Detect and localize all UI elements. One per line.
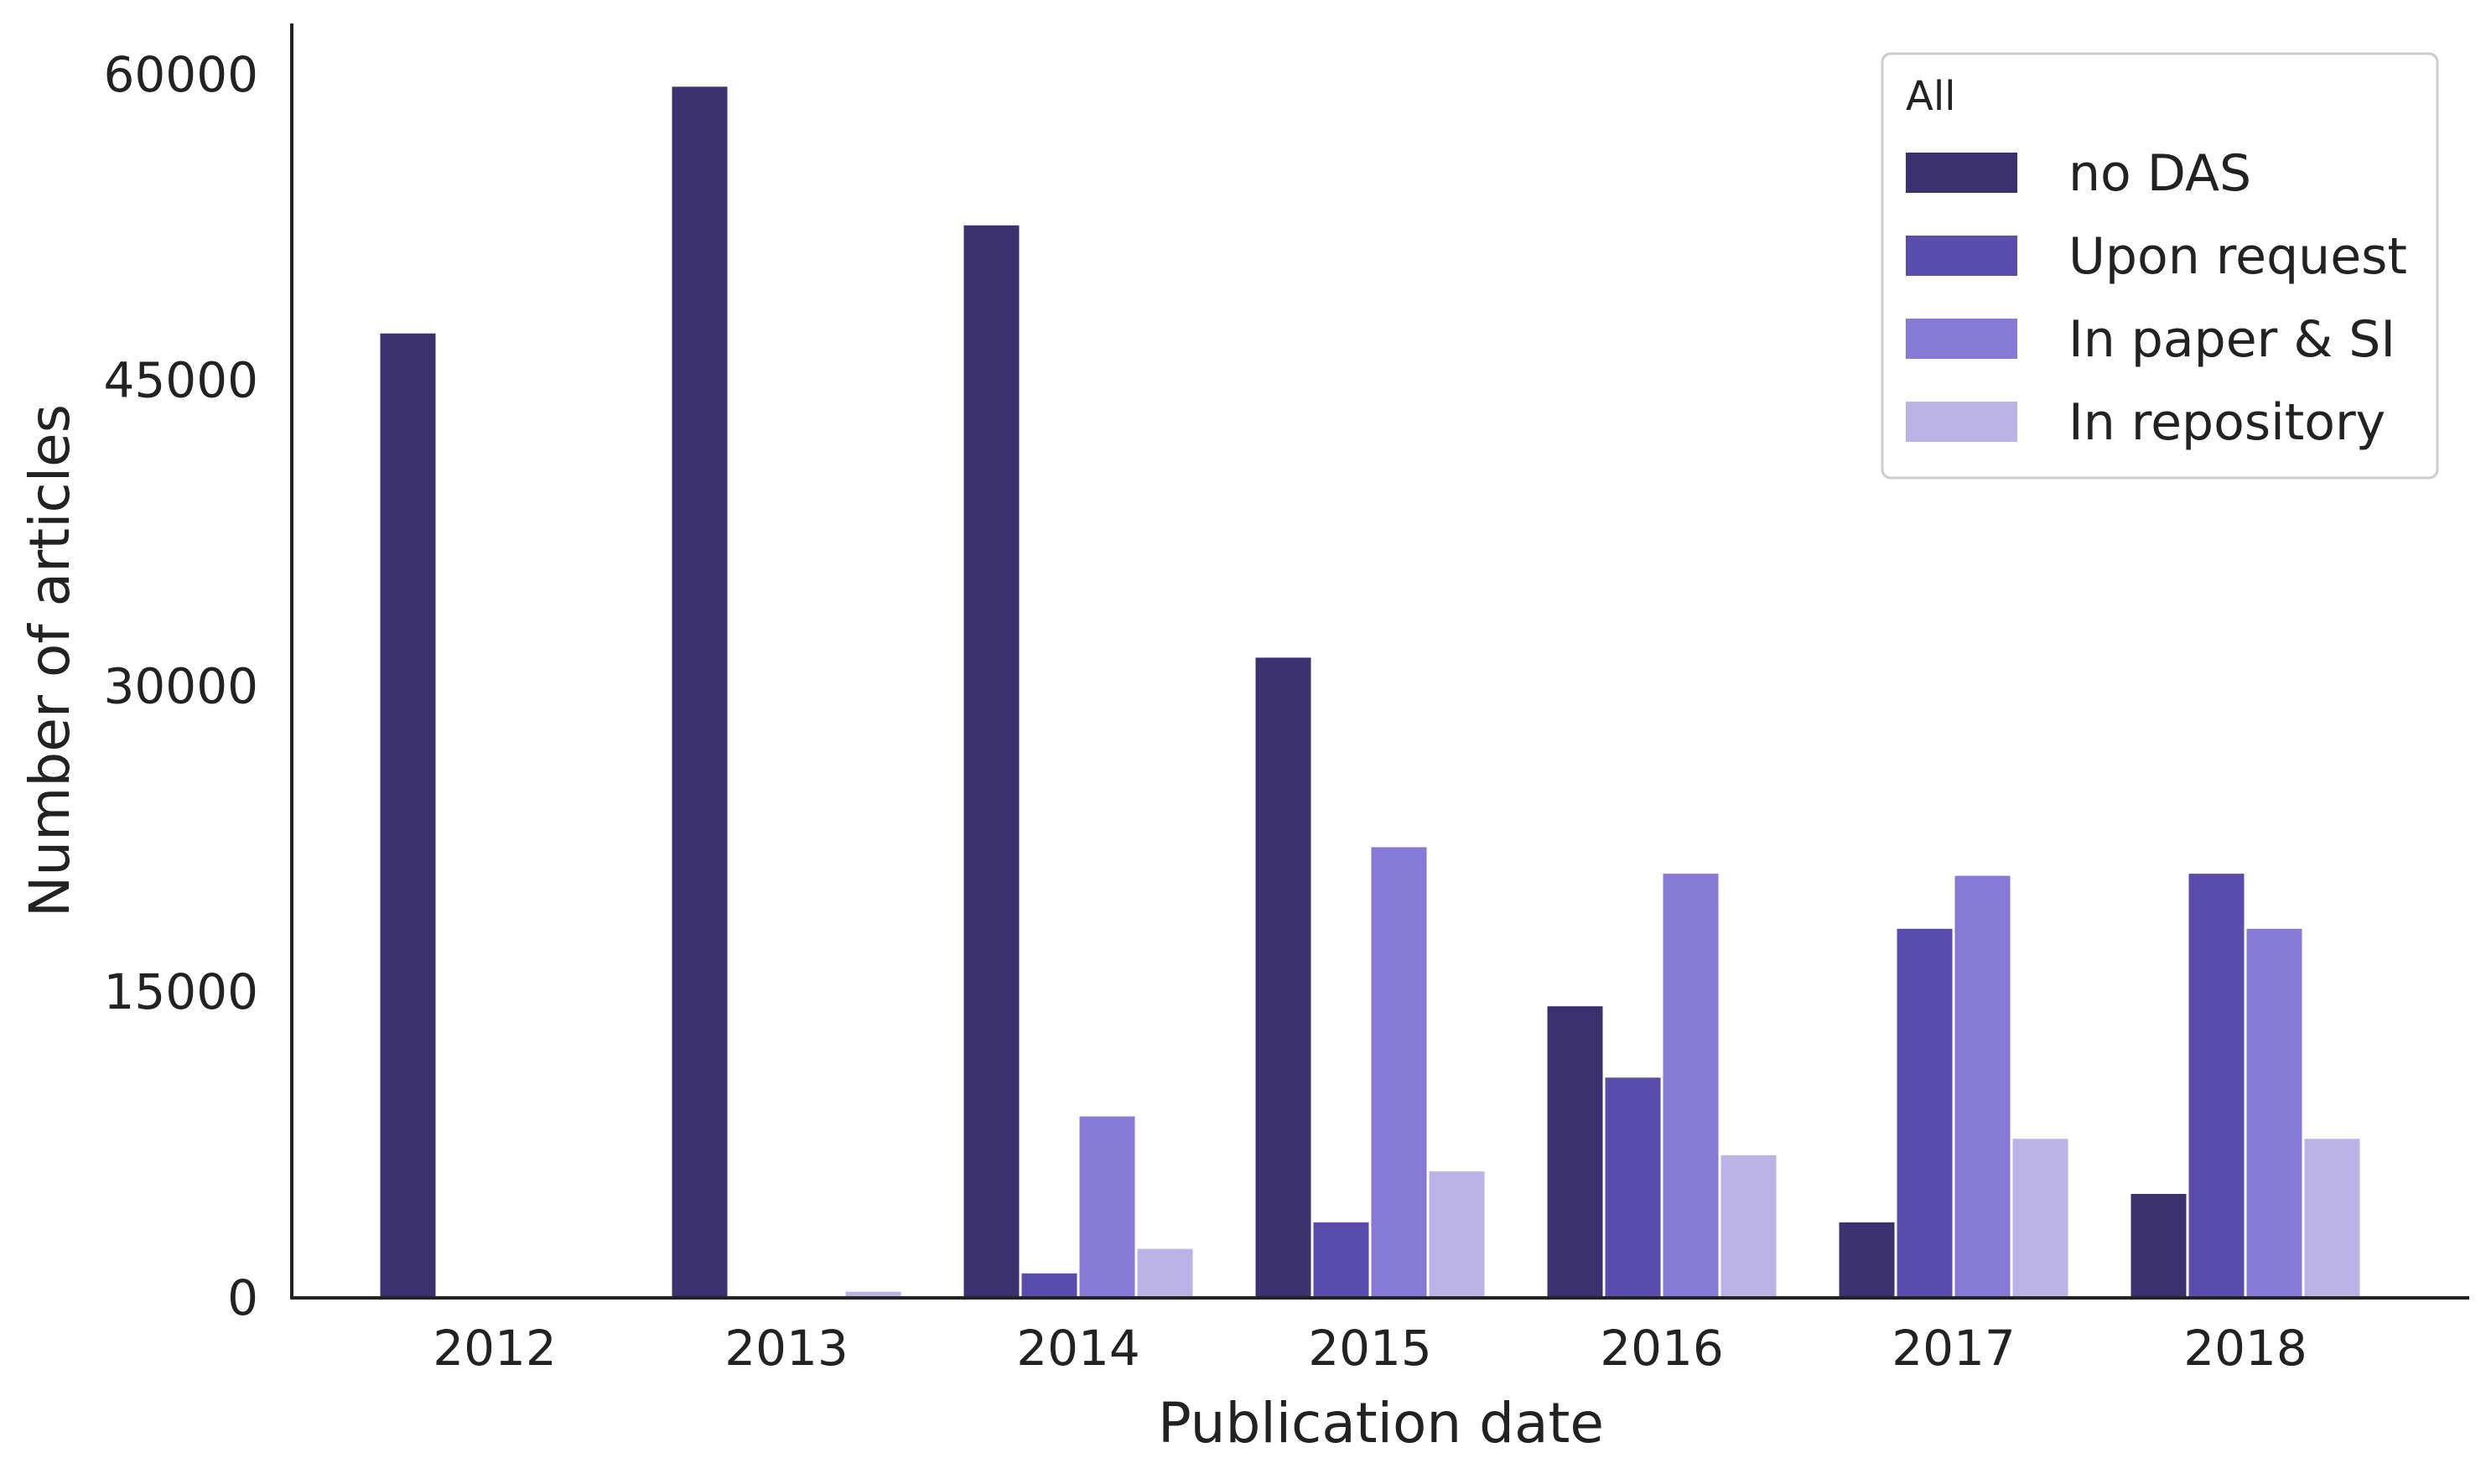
bar-2017-s3 <box>2012 1139 2068 1298</box>
legend-swatch-s0 <box>1906 153 2017 193</box>
legend-label-s1: Upon request <box>2068 227 2407 286</box>
bar-2018-s0 <box>2130 1194 2187 1298</box>
ticks-layer: 0 15000 30000 45000 60000 2012 2013 2014 2015 201… <box>103 46 2307 1377</box>
bar-2014-s2 <box>1079 1116 1135 1298</box>
bar-2015-s3 <box>1429 1171 1485 1298</box>
y-tick-label-60000: 60000 <box>103 46 258 103</box>
bar-2016-s0 <box>1547 1006 1603 1298</box>
legend-label-s0: no DAS <box>2068 144 2251 203</box>
bar-2018-s3 <box>2304 1139 2360 1298</box>
y-tick-label-30000: 30000 <box>103 657 258 714</box>
legend-frame <box>1881 52 2439 480</box>
bar-2017-s1 <box>1897 928 1953 1298</box>
x-tick-label-2016: 2016 <box>1600 1320 1724 1377</box>
x-tick-label-2014: 2014 <box>1016 1320 1140 1377</box>
bar-2014-s1 <box>1021 1273 1077 1298</box>
legend: All no DAS Upon request In paper & SI In rep… <box>1881 52 2439 480</box>
y-tick-label-15000: 15000 <box>103 963 258 1020</box>
bar-2017-s0 <box>1839 1222 1895 1298</box>
bar-2015-s2 <box>1371 847 1427 1298</box>
bar-2012-s0 <box>380 333 436 1299</box>
legend-label-s3: In repository <box>2068 393 2385 452</box>
bar-2014-s0 <box>963 225 1020 1298</box>
legend-label-s2: In paper & SI <box>2068 310 2395 369</box>
bar-2016-s3 <box>1720 1155 1777 1298</box>
legend-title: All <box>1906 73 1956 120</box>
x-tick-label-2017: 2017 <box>1892 1320 2016 1377</box>
x-tick-label-2013: 2013 <box>724 1320 849 1377</box>
legend-swatch-s2 <box>1906 319 2017 359</box>
bar-2013-s3 <box>845 1291 901 1298</box>
bar-2016-s1 <box>1605 1077 1661 1298</box>
legend-swatch-s3 <box>1906 402 2017 442</box>
x-tick-label-2018: 2018 <box>2183 1320 2307 1377</box>
bar-2017-s2 <box>1954 875 2011 1298</box>
bar-2015-s1 <box>1313 1222 1369 1298</box>
bars-layer <box>380 86 2360 1299</box>
axes-layer <box>290 23 2469 1300</box>
x-tick-label-2012: 2012 <box>433 1320 557 1377</box>
bar-2015-s0 <box>1255 657 1311 1298</box>
bar-2018-s1 <box>2188 874 2245 1298</box>
bar-2018-s2 <box>2246 928 2302 1298</box>
legend-swatch-s1 <box>1906 236 2017 276</box>
x-tick-label-2015: 2015 <box>1308 1320 1432 1377</box>
bar-2013-s0 <box>672 86 728 1298</box>
bar-2014-s3 <box>1137 1248 1193 1298</box>
y-tick-label-45000: 45000 <box>103 352 258 409</box>
bar-2016-s2 <box>1663 874 1719 1298</box>
y-tick-label-0: 0 <box>227 1269 258 1326</box>
y-axis-label: Number of articles <box>18 404 82 917</box>
x-axis-label: Publication date <box>1158 1391 1604 1455</box>
